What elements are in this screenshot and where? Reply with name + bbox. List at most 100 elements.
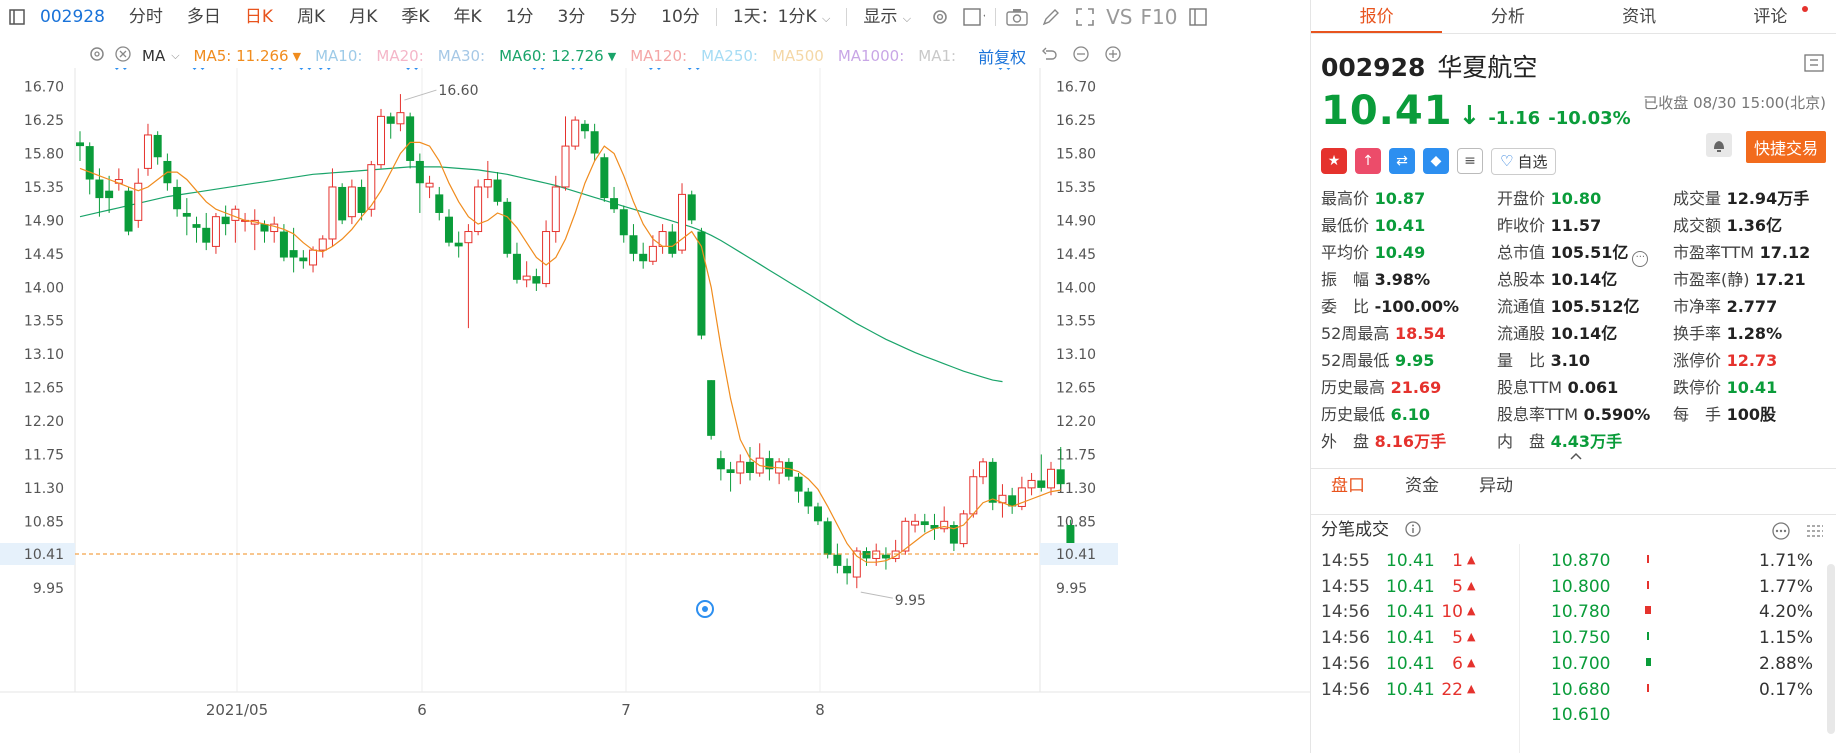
candle-body bbox=[143, 134, 152, 169]
period-tab[interactable]: 季K bbox=[401, 7, 430, 27]
signal-marker bbox=[278, 68, 283, 70]
quote-panel: 报价 分析 资讯 评论 002928 华夏航空 10.41 ↓ -1.16 -10.03… bbox=[1310, 0, 1836, 753]
candle-body bbox=[551, 186, 560, 233]
bell-icon[interactable] bbox=[1706, 133, 1732, 157]
ma60-value: MA60: 12.726 bbox=[499, 47, 604, 65]
y-tick-label-left: 12.20 bbox=[24, 414, 64, 430]
candle-body bbox=[289, 250, 298, 258]
candle-body bbox=[454, 242, 463, 247]
quote-tab[interactable]: 资讯 bbox=[1622, 7, 1657, 27]
ma1000-label[interactable]: MA1000: bbox=[837, 47, 905, 65]
detail-tab[interactable]: 资金 bbox=[1405, 476, 1439, 496]
ticks-header: 分笔成交 bbox=[1311, 514, 1836, 544]
ma20-label[interactable]: MA20: bbox=[376, 47, 424, 65]
stat-value: 10.49 bbox=[1369, 243, 1426, 262]
period-tab[interactable]: 分时 bbox=[128, 7, 163, 27]
low-annotation-leader bbox=[860, 591, 893, 599]
y-tick-label-right: 16.70 bbox=[1056, 80, 1096, 96]
quote-tab[interactable]: 分析 bbox=[1490, 7, 1525, 27]
collapse-panel-icon[interactable] bbox=[1804, 54, 1824, 76]
event-marker-icon[interactable] bbox=[696, 600, 714, 618]
quick-trade-button[interactable]: 快捷交易 bbox=[1745, 131, 1826, 163]
signal-marker bbox=[998, 68, 1003, 70]
camera-icon[interactable] bbox=[1006, 6, 1028, 28]
ma5-chevron-icon[interactable]: ▼ bbox=[292, 49, 302, 63]
chevron-down-icon: ⌵ bbox=[902, 12, 912, 25]
detail-tab[interactable]: 异动 bbox=[1479, 476, 1513, 496]
settings-gear-icon[interactable] bbox=[929, 6, 951, 28]
divider bbox=[846, 8, 848, 26]
sidebar-toggle-icon[interactable] bbox=[6, 6, 28, 28]
candle-body bbox=[823, 521, 832, 555]
ma-close-icon[interactable] bbox=[114, 45, 132, 67]
stat-item: 市净率 2.777 bbox=[1673, 296, 1836, 318]
undo-icon[interactable] bbox=[1040, 45, 1058, 67]
chart-style-icon[interactable] bbox=[963, 6, 986, 28]
period-tab[interactable]: 5分 bbox=[609, 7, 638, 27]
period-tab[interactable]: 月K bbox=[349, 7, 378, 27]
ma60-chevron-icon[interactable]: ▼ bbox=[607, 49, 617, 63]
candle-body bbox=[959, 513, 968, 545]
zoom-out-icon[interactable] bbox=[1072, 45, 1090, 67]
signal-marker bbox=[270, 68, 275, 70]
period-tab[interactable]: 1分 bbox=[505, 7, 534, 27]
chevron-up-icon[interactable] bbox=[1569, 446, 1583, 465]
watchlist-button[interactable]: ♡ 自选 bbox=[1491, 147, 1557, 175]
more-icon[interactable]: ··· bbox=[1632, 251, 1649, 267]
candle-body bbox=[697, 231, 706, 336]
stat-label: 最低价 bbox=[1321, 216, 1370, 235]
detail-tab[interactable]: 盘口 bbox=[1331, 476, 1365, 496]
candle-body bbox=[153, 134, 162, 158]
ma120-label[interactable]: MA120: bbox=[630, 47, 688, 65]
ma250-label[interactable]: MA250: bbox=[701, 47, 758, 65]
ma5-value: MA5: 11.266 bbox=[193, 47, 289, 65]
more-options-icon[interactable] bbox=[1771, 521, 1791, 551]
shuffle-icon[interactable]: ⇄ bbox=[1389, 148, 1415, 174]
tick-pct: 2.88% bbox=[1758, 653, 1813, 674]
quote-tab[interactable]: 评论 bbox=[1705, 0, 1836, 33]
period-tab[interactable]: 3分 bbox=[557, 7, 586, 27]
zoom-in-icon[interactable] bbox=[1104, 45, 1122, 67]
period-tab[interactable]: 10分 bbox=[661, 7, 700, 27]
ma30-label[interactable]: MA30: bbox=[437, 47, 486, 65]
f10-button[interactable]: F10 bbox=[1140, 5, 1178, 29]
x-tick-label: 2021/05 bbox=[206, 701, 268, 719]
list-view-icon[interactable] bbox=[1805, 521, 1825, 551]
ma-type-chevron-icon[interactable]: ⌵ bbox=[171, 49, 180, 62]
period-tab[interactable]: 周K bbox=[297, 7, 326, 27]
ma10-label[interactable]: MA10: bbox=[315, 47, 363, 65]
candle-body bbox=[309, 249, 318, 266]
ma-settings-icon[interactable] bbox=[88, 45, 106, 67]
tick-vol: 5 bbox=[1452, 576, 1463, 597]
china-flag-icon[interactable]: ★ bbox=[1321, 148, 1347, 174]
candle-body bbox=[85, 146, 94, 180]
panel-toggle-icon[interactable] bbox=[1187, 6, 1209, 28]
candle-body bbox=[134, 182, 143, 221]
period-tab[interactable]: 日K bbox=[244, 7, 274, 27]
compare-button[interactable]: VS bbox=[1106, 5, 1133, 29]
pencil-icon[interactable] bbox=[1040, 6, 1062, 28]
ma500-label[interactable]: MA500 bbox=[771, 47, 824, 65]
ma-type-select[interactable]: MA bbox=[142, 47, 166, 65]
stat-value: 11.57 bbox=[1545, 216, 1602, 235]
stock-code[interactable]: 002928 bbox=[40, 7, 105, 27]
range-select[interactable]: 1天：1分K ⌵ bbox=[721, 0, 843, 34]
period-tab[interactable]: 多日 bbox=[186, 7, 221, 27]
stat-label: 振 幅 bbox=[1321, 270, 1370, 289]
period-tab[interactable]: 年K bbox=[453, 7, 482, 27]
display-menu[interactable]: 显示 ⌵ bbox=[851, 0, 923, 34]
ma1-label[interactable]: MA1: bbox=[918, 47, 957, 65]
scrollbar[interactable] bbox=[1827, 564, 1835, 734]
quote-tab[interactable]: 报价 bbox=[1311, 0, 1443, 33]
tick-lp: 10.870 bbox=[1551, 551, 1611, 571]
stat-item: 昨收价 11.57 bbox=[1497, 215, 1673, 237]
adjust-select[interactable]: 前复权 bbox=[978, 48, 1027, 67]
info-icon[interactable] bbox=[1404, 520, 1422, 540]
tag-icon[interactable]: ◆ bbox=[1423, 148, 1449, 174]
note-icon[interactable]: ≡ bbox=[1457, 148, 1483, 174]
fullscreen-icon[interactable] bbox=[1074, 6, 1096, 28]
candle-body bbox=[881, 554, 890, 559]
candlestick-chart[interactable]: 2021/05 6 7 8 16.70 16.70 16.25 16.25 15.80 15.80… bbox=[0, 68, 1310, 753]
stat-label: 平均价 bbox=[1321, 243, 1370, 262]
rocket-icon[interactable]: ↑ bbox=[1355, 148, 1381, 174]
